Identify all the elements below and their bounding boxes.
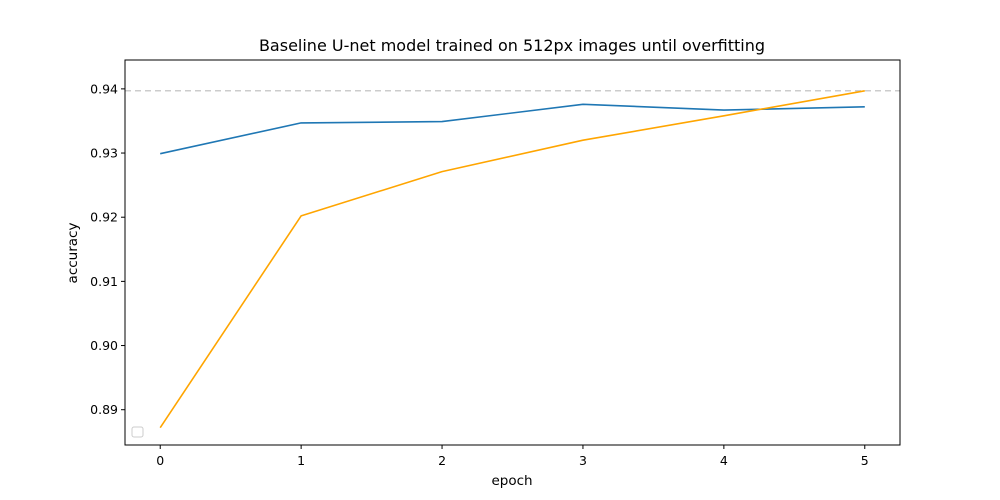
y-tick-label: 0.91 [90, 274, 118, 289]
x-tick-label: 0 [156, 453, 164, 468]
y-tick-label: 0.94 [90, 81, 118, 96]
x-tick-label: 3 [579, 453, 587, 468]
y-tick-label: 0.90 [90, 338, 118, 353]
y-tick-label: 0.93 [90, 146, 118, 161]
y-tick-label: 0.89 [90, 402, 118, 417]
x-axis-label: epoch [491, 473, 532, 489]
x-tick-label: 1 [297, 453, 305, 468]
y-tick-label: 0.92 [90, 210, 118, 225]
legend-box [131, 426, 144, 438]
chart-title: Baseline U-net model trained on 512px im… [259, 36, 765, 55]
series-line-1 [160, 103, 865, 155]
series-line-2 [159, 90, 865, 429]
x-tick-label: 5 [861, 453, 869, 468]
y-axis-label: accuracy [65, 223, 81, 284]
plot-frame [124, 59, 901, 446]
x-tick-label: 2 [438, 453, 446, 468]
x-tick-label: 4 [720, 453, 728, 468]
